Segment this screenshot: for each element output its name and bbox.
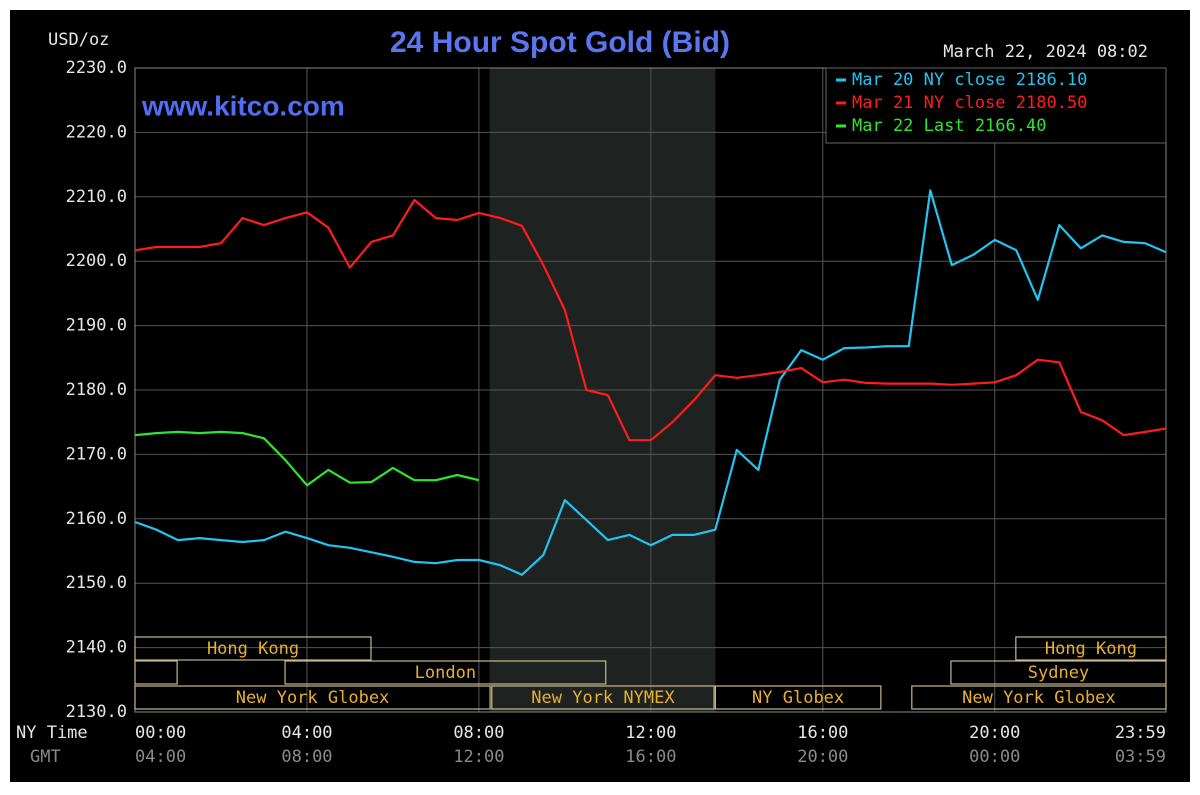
session-box xyxy=(134,685,491,710)
x-tick-label: 23:59 xyxy=(1115,723,1166,743)
plot-frame xyxy=(134,67,1167,713)
y-tick-label: 2220.0 xyxy=(66,122,127,142)
session-box xyxy=(284,660,607,685)
session-box xyxy=(491,685,715,710)
x-axis-label: NY Time xyxy=(16,723,88,743)
legend-box xyxy=(825,67,1167,144)
x-tick-label: 00:00 xyxy=(135,723,186,743)
y-tick-label: 2130.0 xyxy=(66,702,127,722)
x2-tick-label: 03:59 xyxy=(1115,747,1166,767)
y-tick-label: 2160.0 xyxy=(66,509,127,529)
y-tick-label: 2150.0 xyxy=(66,573,127,593)
x2-tick-label: 20:00 xyxy=(797,747,848,767)
session-label: New York Globex xyxy=(962,688,1116,708)
y-tick-label: 2140.0 xyxy=(66,638,127,658)
session-box xyxy=(134,660,178,685)
x2-tick-label: 04:00 xyxy=(135,747,186,767)
x2-axis-label: GMT xyxy=(30,747,61,767)
y-tick-label: 2190.0 xyxy=(66,316,127,336)
session-label: Hong Kong xyxy=(207,639,299,659)
x-tick-label: 04:00 xyxy=(281,723,332,743)
session-box xyxy=(1015,636,1167,661)
x2-tick-label: 12:00 xyxy=(453,747,504,767)
x2-tick-label: 08:00 xyxy=(281,747,332,767)
session-box xyxy=(911,685,1167,710)
x-tick-label: 16:00 xyxy=(797,723,848,743)
y-tick-label: 2210.0 xyxy=(66,187,127,207)
series-line xyxy=(134,198,1167,442)
legend-label: Mar 21 NY close 2180.50 xyxy=(852,93,1087,113)
y-tick-label: 2230.0 xyxy=(66,58,127,78)
chart-title: 24 Hour Spot Gold (Bid) xyxy=(390,26,730,59)
watermark: www.kitco.com xyxy=(141,90,345,121)
timestamp: March 22, 2024 08:02 xyxy=(943,42,1148,62)
session-label: NY Globex xyxy=(752,688,844,708)
session-label: Hong Kong xyxy=(1045,639,1137,659)
session-box xyxy=(714,685,882,710)
x2-tick-label: 00:00 xyxy=(969,747,1020,767)
series-line xyxy=(134,189,1167,576)
y-axis-label: USD/oz xyxy=(48,30,109,50)
session-label: London xyxy=(415,663,476,683)
y-tick-label: 2180.0 xyxy=(66,380,127,400)
y-tick-label: 2170.0 xyxy=(66,444,127,464)
legend-label: Mar 20 NY close 2186.10 xyxy=(852,70,1087,90)
session-box xyxy=(950,660,1167,685)
x-tick-label: 08:00 xyxy=(453,723,504,743)
x2-tick-label: 16:00 xyxy=(625,747,676,767)
series-line xyxy=(134,430,480,487)
session-label: New York NYMEX xyxy=(531,688,675,708)
session-label: Sydney xyxy=(1028,663,1089,683)
session-box xyxy=(134,636,372,661)
x-tick-label: 12:00 xyxy=(625,723,676,743)
y-tick-label: 2200.0 xyxy=(66,251,127,271)
legend-label: Mar 22 Last 2166.40 xyxy=(852,116,1046,136)
session-label: New York Globex xyxy=(236,688,390,708)
x-tick-label: 20:00 xyxy=(969,723,1020,743)
